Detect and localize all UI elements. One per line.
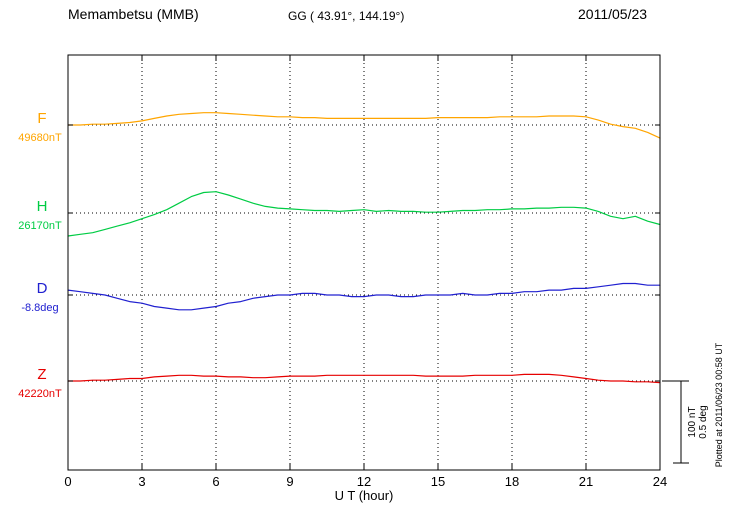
observatory-title: Memambetsu (MMB) <box>68 6 199 22</box>
x-tick-label: 12 <box>357 474 371 489</box>
series-baseline-value-F: 49680nT <box>18 132 62 144</box>
series-baseline-value-H: 26170nT <box>18 220 62 232</box>
plotted-at-label: Plotted at 2011/06/23 00:58 UT <box>714 342 724 467</box>
series-label-H: H <box>37 198 48 215</box>
x-tick-label: 18 <box>505 474 519 489</box>
trace-H <box>67 191 661 237</box>
x-tick-label: 24 <box>653 474 667 489</box>
trace-D <box>67 282 661 311</box>
x-tick-label: 15 <box>431 474 445 489</box>
x-tick-label: 6 <box>212 474 219 489</box>
coordinates-label: GG ( 43.91°, 144.19°) <box>288 9 405 23</box>
series-label-D: D <box>37 280 48 297</box>
x-tick-label: 3 <box>138 474 145 489</box>
series-label-Z: Z <box>37 366 46 383</box>
series-baseline-value-D: -8.8deg <box>21 302 58 314</box>
series-baseline-value-Z: 42220nT <box>18 388 62 400</box>
x-tick-label: 21 <box>579 474 593 489</box>
x-axis-title: U T (hour) <box>334 488 394 503</box>
x-tick-label: 0 <box>64 474 71 489</box>
trace-Z <box>67 373 661 384</box>
date-label: 2011/05/23 <box>578 6 648 22</box>
scale-bar-label-deg: 0.5 deg <box>698 405 709 438</box>
x-tick-label: 9 <box>286 474 293 489</box>
series-label-F: F <box>37 110 46 127</box>
scale-bar-label-nt: 100 nT <box>687 406 698 437</box>
trace-F <box>67 112 661 139</box>
